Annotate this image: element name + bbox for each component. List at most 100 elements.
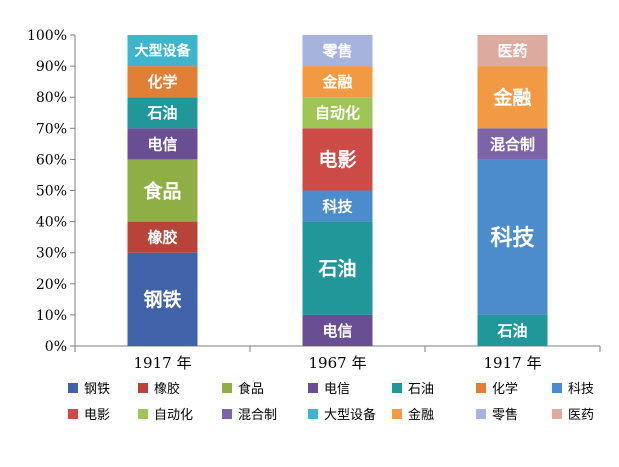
legend-label: 化学 (492, 381, 518, 397)
y-tick-label: 60% (36, 152, 67, 168)
legend-label: 食品 (238, 381, 264, 397)
bar-stack: 石油 科技 混合制 金融 医药 (477, 35, 548, 346)
bar-segment-label: 零售 (321, 42, 352, 60)
bar-segment-label: 钢铁 (143, 288, 181, 311)
legend-swatch (308, 383, 318, 393)
legend-label: 混合制 (238, 408, 277, 423)
bar-segment-label: 橡胶 (147, 229, 177, 247)
bar-segment (127, 128, 198, 160)
legend-item: 医药 (552, 408, 594, 423)
bar-segment (302, 221, 373, 315)
bar-segment-label: 石油 (146, 104, 177, 122)
x-category-label: 1917 年 (134, 354, 192, 372)
bar-segment (302, 314, 373, 346)
y-tick-label: 30% (36, 246, 67, 262)
x-category-label: 1967 年 (309, 354, 367, 372)
bar-segment (127, 252, 198, 346)
legend-swatch (552, 383, 562, 393)
bar-segment (477, 159, 548, 315)
y-tick-label: 50% (36, 184, 67, 200)
y-tick-label: 0% (45, 339, 67, 355)
bar-segment (302, 97, 373, 129)
y-tick-label: 10% (36, 308, 67, 324)
legend-item: 零售 (476, 407, 518, 423)
bar-segment-label: 化学 (147, 73, 177, 91)
y-tick-label: 40% (36, 215, 67, 231)
bar-segment (127, 66, 198, 98)
bar-segment (302, 35, 373, 67)
bar-segment-label: 自动化 (315, 104, 360, 122)
bar-segment-label: 石油 (496, 322, 527, 340)
bar-segment (302, 66, 373, 98)
bar-segment-label: 电信 (147, 135, 177, 153)
bar-segment-label: 电影 (318, 148, 356, 171)
legend-label: 电信 (324, 382, 350, 397)
legend-item: 钢铁 (68, 382, 110, 397)
legend-label: 钢铁 (84, 382, 110, 397)
bar-segment-label: 电信 (322, 322, 352, 340)
legend-swatch (308, 409, 318, 419)
bar-segment (477, 314, 548, 346)
legend-swatch (68, 409, 78, 419)
bar-stack: 电信 石油 科技 电影 自动化 金融 零售 (302, 35, 373, 346)
y-tick-label: 70% (36, 121, 67, 137)
bar-segment-label: 科技 (490, 226, 535, 251)
legend-swatch (138, 409, 148, 419)
legend-item: 大型设备 (308, 407, 376, 423)
bar-segment-label: 金融 (321, 73, 352, 91)
legend-label: 科技 (568, 382, 594, 397)
axes: 0% 10% 20% 30% 40% 50% 60% 70% 80% 90% 100% 1917 年 1… (27, 28, 601, 372)
legend-item: 电影 (68, 408, 110, 423)
legend-swatch (68, 383, 78, 393)
y-tick-label: 100% (27, 28, 67, 44)
y-tick-label: 80% (36, 90, 67, 106)
legend-swatch (138, 383, 148, 393)
x-category-label: 1917 年 (484, 354, 542, 372)
bar-segment-label: 混合制 (490, 135, 535, 153)
bar-segment (127, 221, 198, 253)
y-tick-label: 20% (36, 277, 67, 293)
legend-swatch (476, 383, 486, 393)
legend-label: 金融 (408, 407, 434, 423)
legend-label: 医药 (568, 408, 594, 423)
bar-segment (127, 35, 198, 67)
bar-segment (477, 35, 548, 67)
legend-swatch (392, 409, 402, 419)
bar-segment-label: 石油 (317, 258, 356, 280)
bar-segment-label: 金融 (492, 86, 531, 109)
legend-label: 自动化 (154, 408, 193, 423)
bar-segment (477, 128, 548, 160)
legend-swatch (552, 409, 562, 419)
y-tick-label: 90% (36, 59, 67, 75)
legend-item: 石油 (392, 382, 434, 397)
bar-segment (302, 190, 373, 222)
bar-segment-label: 医药 (497, 42, 527, 60)
legend-item: 科技 (552, 382, 594, 397)
legend-item: 橡胶 (138, 381, 180, 397)
bar-segment-label: 科技 (322, 197, 353, 215)
legend-item: 化学 (476, 381, 518, 397)
bars: 钢铁橡胶食品电信石油化学大型设备电信石油科技电影自动化金融零售石油科技混合制金融… (127, 35, 548, 346)
legend-label: 零售 (492, 407, 518, 423)
legend-swatch (222, 409, 232, 419)
legend-swatch (222, 383, 232, 393)
bar-segment (477, 66, 548, 129)
legend-swatch (392, 383, 402, 393)
bar-stack: 钢铁 橡胶 食品 电信 石油 化学 大型设备 (127, 35, 198, 346)
bar-segment (302, 128, 373, 191)
legend-item: 食品 (222, 381, 264, 397)
bar-segment (127, 97, 198, 129)
bar-segment (127, 159, 198, 222)
legend-item: 金融 (392, 407, 434, 423)
legend-item: 自动化 (138, 408, 193, 423)
legend-swatch (476, 409, 486, 419)
bar-segment-label: 食品 (143, 179, 181, 202)
legend-label: 大型设备 (324, 407, 376, 423)
legend-item: 电信 (308, 382, 350, 397)
legend-item: 混合制 (222, 408, 277, 423)
bar-segment-label: 大型设备 (135, 43, 192, 60)
legend-label: 电影 (84, 408, 110, 423)
legend-label: 石油 (408, 382, 434, 397)
